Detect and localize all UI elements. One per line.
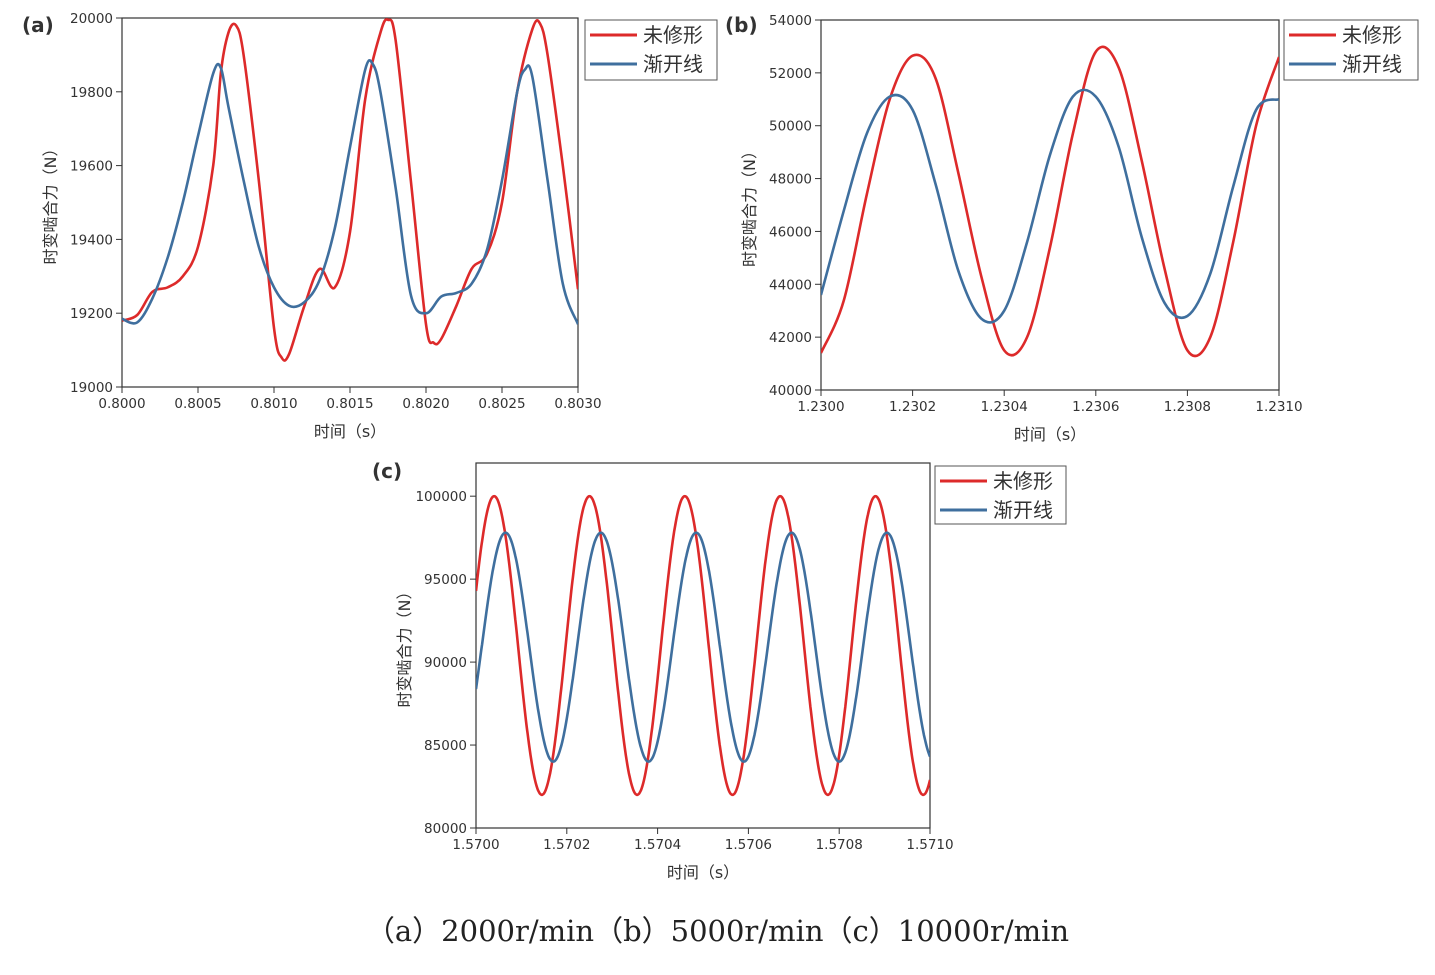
x-tick-label: 0.8010: [250, 396, 297, 412]
y-tick-label: 19200: [70, 306, 113, 322]
x-tick-label: 1.5708: [816, 837, 863, 853]
x-tick-label: 1.2302: [889, 399, 936, 415]
panel-label: (c): [372, 459, 402, 483]
series-line-red: [122, 18, 578, 362]
y-tick-label: 48000: [769, 172, 812, 188]
x-tick-label: 1.5704: [634, 837, 681, 853]
x-tick-label: 0.8000: [98, 396, 145, 412]
figure: (a) 0.8000 0.8005 0.8010 0.8015 0.8020 0.8025 0…: [22, 11, 1419, 882]
plot-frame: [475, 462, 931, 829]
y-tick-label: 95000: [424, 572, 467, 588]
y-tick-label: 52000: [769, 66, 812, 82]
x-tick-label: 1.2310: [1255, 399, 1302, 415]
x-axis-label: 时间（s）: [1014, 425, 1086, 444]
y-tick-label: 20000: [70, 11, 113, 27]
y-tick-label: 42000: [769, 330, 812, 346]
series-line-blue: [476, 531, 930, 763]
x-tick-label: 1.5702: [543, 837, 590, 853]
panel-label: (b): [725, 13, 758, 37]
chart-panel-a: (a) 0.8000 0.8005 0.8010 0.8015 0.8020 0.8025 0…: [22, 11, 718, 441]
legend-label: 未修形: [1342, 23, 1402, 47]
x-tick-label: 0.8020: [402, 396, 449, 412]
legend-label: 未修形: [643, 23, 703, 47]
y-tick-label: 19000: [70, 380, 113, 396]
y-axis-label: 时变啮合力（N）: [740, 143, 759, 267]
series-line-blue: [122, 59, 578, 325]
figure-caption: （a）2000r/min（b）5000r/min（c）10000r/min: [365, 914, 1070, 948]
legend-box: [1283, 19, 1419, 81]
y-tick-label: 50000: [769, 119, 812, 135]
x-tick-label: 1.5700: [452, 837, 499, 853]
y-axis-label: 时变啮合力（N）: [395, 584, 414, 708]
x-tick-label: 1.2300: [797, 399, 844, 415]
y-tick-label: 19800: [70, 85, 113, 101]
chart-panel-c: (c) 1.5700 1.5702 1.5704 1.5706 1.5708 1.5710 8…: [372, 459, 1067, 882]
x-axis-label: 时间（s）: [667, 863, 739, 882]
x-tick-label: 1.5706: [725, 837, 772, 853]
plot-frame: [121, 17, 579, 388]
x-tick-label: 1.2304: [981, 399, 1028, 415]
series-line-red: [821, 45, 1279, 358]
x-tick-label: 1.5710: [906, 837, 953, 853]
y-tick-label: 40000: [769, 383, 812, 399]
x-tick-label: 1.2308: [1164, 399, 1211, 415]
y-tick-label: 19400: [70, 232, 113, 248]
y-tick-label: 46000: [769, 224, 812, 240]
y-axis-label: 时变啮合力（N）: [41, 141, 60, 265]
x-tick-label: 1.2306: [1072, 399, 1119, 415]
legend-label: 渐开线: [643, 52, 703, 76]
y-tick-label: 90000: [424, 655, 467, 671]
y-tick-label: 80000: [424, 821, 467, 837]
y-tick-label: 54000: [769, 13, 812, 29]
x-axis-label: 时间（s）: [314, 422, 386, 441]
legend-label: 未修形: [993, 469, 1053, 493]
legend-box: [934, 465, 1067, 525]
series-line-red: [476, 494, 930, 797]
chart-panel-b: (b) 1.2300 1.2302 1.2304 1.2306 1.2308 1.2310 4…: [725, 13, 1419, 444]
legend-box: [584, 19, 718, 81]
legend-label: 渐开线: [1342, 52, 1402, 76]
x-tick-label: 0.8030: [554, 396, 601, 412]
y-tick-label: 19600: [70, 159, 113, 175]
plot-frame: [820, 19, 1280, 391]
y-tick-label: 85000: [424, 738, 467, 754]
panel-label: (a): [22, 13, 54, 37]
x-tick-label: 0.8005: [174, 396, 221, 412]
y-tick-label: 44000: [769, 277, 812, 293]
legend-label: 渐开线: [993, 498, 1053, 522]
x-tick-label: 0.8025: [478, 396, 525, 412]
y-tick-label: 100000: [415, 489, 467, 505]
series-line-blue: [821, 88, 1279, 324]
x-tick-label: 0.8015: [326, 396, 373, 412]
